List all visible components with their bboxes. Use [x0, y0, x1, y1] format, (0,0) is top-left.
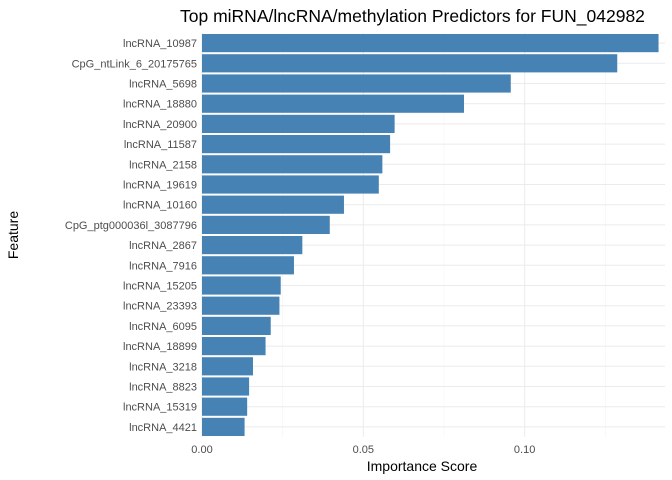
y-tick-label: lncRNA_20900: [123, 119, 197, 131]
bar: [202, 316, 271, 335]
x-tick-label: 0.05: [353, 444, 374, 456]
bar: [202, 276, 281, 295]
x-tick-label: 0.10: [514, 444, 535, 456]
y-tick-label: lncRNA_11587: [124, 139, 197, 151]
y-tick-label: lncRNA_2158: [129, 159, 197, 171]
y-tick-label: lncRNA_6095: [129, 321, 197, 333]
y-tick-label: lncRNA_18880: [123, 99, 197, 111]
bar: [202, 114, 395, 133]
y-tick-label: lncRNA_15205: [123, 281, 197, 293]
y-tick-label: lncRNA_3218: [129, 361, 197, 373]
bar: [202, 397, 248, 416]
bar: [202, 135, 391, 154]
bar: [202, 34, 659, 53]
bar: [202, 155, 383, 174]
bar: [202, 256, 294, 275]
y-tick-label: lncRNA_2867: [129, 240, 197, 252]
y-tick-label: lncRNA_10987: [123, 38, 197, 50]
y-tick-label: lncRNA_23393: [123, 301, 197, 313]
bar: [202, 175, 379, 194]
y-tick-label: lncRNA_18899: [123, 341, 197, 353]
y-tick-label: lncRNA_5698: [129, 79, 197, 91]
bar: [202, 54, 618, 73]
bar: [202, 74, 511, 93]
y-tick-label: lncRNA_4421: [129, 422, 197, 434]
bar: [202, 236, 303, 255]
bar: [202, 215, 330, 234]
chart-title: Top miRNA/lncRNA/methylation Predictors …: [180, 6, 645, 27]
bar: [202, 417, 245, 436]
y-axis-title: Feature: [5, 211, 21, 259]
bars: [202, 34, 659, 436]
bar: [202, 195, 344, 214]
x-tick-labels: 0.00 0.05 0.10: [191, 444, 535, 456]
y-tick-label: lncRNA_15319: [123, 402, 197, 414]
y-tick-labels: lncRNA_10987 CpG_ntLink_6_20175765 lncRNA_…: [65, 38, 197, 434]
y-tick-label: lncRNA_19619: [123, 180, 197, 192]
bar: [202, 94, 464, 113]
y-tick-label: CpG_ptg000036l_3087796: [65, 220, 197, 232]
bar: [202, 377, 250, 396]
bar: [202, 337, 266, 356]
y-tick-label: lncRNA_7916: [129, 260, 197, 272]
x-axis-title: Importance Score: [367, 458, 478, 474]
y-tick-label: lncRNA_8823: [129, 382, 197, 394]
x-tick-label: 0.00: [191, 444, 212, 456]
bar: [202, 296, 280, 315]
y-tick-label: CpG_ntLink_6_20175765: [72, 58, 197, 70]
bar: [202, 357, 253, 376]
y-tick-label: lncRNA_10160: [123, 200, 197, 212]
